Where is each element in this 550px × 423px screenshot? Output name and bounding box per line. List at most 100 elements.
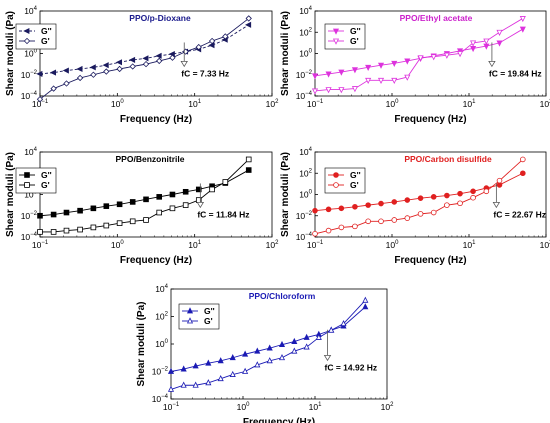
crossover-arrow-head [323, 354, 332, 362]
crossover-arrow-head [180, 61, 188, 68]
legend-marker [24, 172, 30, 178]
data-point [63, 80, 70, 87]
y-tick-label: 104 [24, 147, 37, 157]
data-point [483, 188, 490, 195]
data-point [245, 156, 252, 163]
data-point [90, 224, 97, 231]
data-point [365, 77, 372, 85]
x-axis-label: Frequency (Hz) [394, 114, 466, 125]
y-tick-label: 104 [24, 6, 37, 16]
data-point [443, 52, 450, 59]
data-point [352, 223, 358, 230]
data-point [50, 85, 57, 92]
data-point [167, 367, 175, 374]
y-tick-label: 10−4 [152, 394, 169, 404]
data-point [303, 343, 310, 350]
data-point [182, 202, 189, 208]
data-point [143, 217, 149, 223]
data-point [169, 54, 176, 61]
data-point [340, 319, 347, 327]
data-point [195, 43, 202, 51]
y-tick-label: 10−4 [296, 91, 313, 101]
x-tick-label: 101 [188, 99, 201, 109]
data-point [62, 67, 69, 74]
data-point [156, 57, 163, 65]
x-tick-label: 100 [386, 240, 399, 250]
legend-box [15, 23, 57, 50]
legend-marker [186, 307, 194, 314]
x-tick-label: 101 [309, 402, 322, 412]
y-axis-label: Shear moduli (Pa) [280, 152, 291, 237]
y-tick-label: 104 [155, 284, 168, 294]
plot-frame [314, 151, 547, 238]
data-point [325, 87, 332, 94]
data-point [325, 227, 332, 234]
series-line [314, 159, 524, 235]
data-point [496, 40, 503, 47]
data-point [457, 200, 463, 207]
data-point [129, 63, 136, 70]
data-point [338, 87, 345, 94]
x-tick-label: 100 [111, 99, 124, 109]
data-point [404, 58, 411, 65]
data-point [36, 96, 44, 103]
data-point [266, 357, 273, 364]
data-point [391, 60, 398, 67]
legend-marker [333, 172, 339, 178]
data-point [245, 167, 252, 173]
data-point [266, 344, 273, 351]
data-point [142, 60, 150, 68]
data-point [103, 68, 110, 75]
legend-label: G'' [41, 26, 52, 36]
series-line [170, 306, 366, 372]
y-tick-label: 10−2 [296, 70, 313, 80]
legend: G''G' [15, 23, 57, 50]
data-point [208, 37, 216, 45]
data-point [291, 337, 298, 344]
data-point [36, 70, 43, 77]
data-point [328, 326, 335, 333]
data-point [430, 54, 437, 61]
series-line [40, 159, 250, 233]
data-point [205, 359, 212, 366]
data-point [278, 354, 286, 361]
y-axis-label: Shear moduli (Pa) [5, 11, 16, 96]
data-point [278, 340, 286, 348]
data-point [245, 21, 252, 28]
data-point [365, 64, 372, 72]
crossover-annotation: fC = 19.84 Hz [489, 68, 542, 78]
data-point [378, 200, 384, 207]
y-tick-label: 102 [299, 168, 312, 178]
data-point [116, 201, 123, 208]
data-point [352, 203, 358, 210]
legend-box [324, 23, 366, 50]
data-point [338, 69, 345, 76]
series-g-prime [311, 16, 526, 95]
data-point [378, 218, 384, 225]
legend-marker [186, 317, 194, 324]
x-tick-label: 102 [266, 99, 279, 109]
x-tick-label: 10−1 [32, 99, 49, 109]
x-axis-label: Frequency (Hz) [394, 255, 466, 266]
data-point [417, 195, 424, 201]
data-point [209, 186, 215, 193]
data-point [456, 51, 464, 58]
x-tick-label: 100 [237, 402, 250, 412]
y-axis-label: Shear moduli (Pa) [280, 11, 291, 96]
data-point [37, 212, 43, 219]
data-point [50, 229, 57, 235]
series-line [314, 172, 524, 212]
legend-label: G' [41, 36, 50, 46]
chart-panel-5: 10−1 100 101 102 10−4 10−2 100 102 104 Frequency … [136, 284, 394, 423]
x-tick-label: 101 [188, 240, 201, 250]
y-tick-label: 10−2 [152, 367, 169, 377]
y-tick-label: 10−4 [296, 232, 313, 242]
legend: G''G' [324, 23, 366, 50]
x-tick-label: 10−1 [307, 99, 324, 109]
x-tick-label: 101 [463, 99, 476, 109]
legend-label: G'' [204, 306, 215, 316]
x-tick-label: 10−1 [163, 402, 180, 412]
series-line [39, 169, 249, 217]
legend-label: G' [350, 180, 359, 190]
data-point [483, 38, 490, 45]
